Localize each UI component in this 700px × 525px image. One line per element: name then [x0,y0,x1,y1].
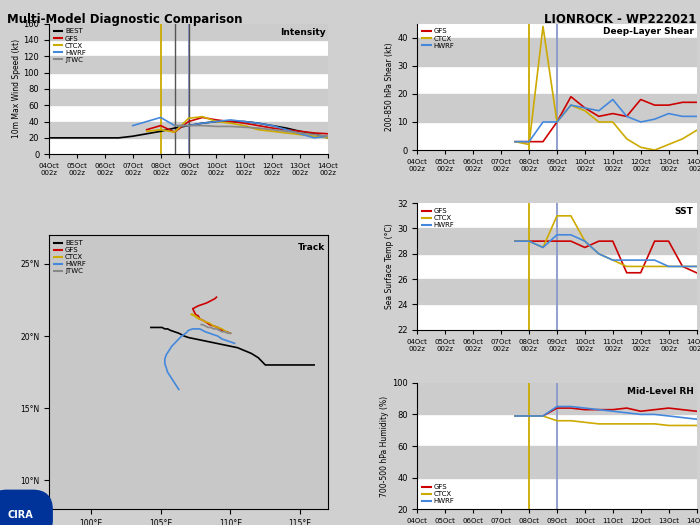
Text: CIRA: CIRA [7,510,33,520]
Bar [49,89,328,105]
Legend: GFS, CTCX, HWRF: GFS, CTCX, HWRF [421,207,456,229]
Bar [417,228,696,254]
Bar [417,446,696,478]
Bar [417,383,696,414]
Text: Deep-Layer Shear: Deep-Layer Shear [603,27,694,36]
Bar [49,56,328,72]
Bar [417,279,696,304]
Bar [417,38,696,66]
Legend: GFS, CTCX, HWRF: GFS, CTCX, HWRF [421,27,456,50]
Bar [417,94,696,122]
Text: Multi-Model Diagnostic Comparison: Multi-Model Diagnostic Comparison [7,13,242,26]
Text: SST: SST [675,207,694,216]
Legend: BEST, GFS, CTCX, HWRF, JTWC: BEST, GFS, CTCX, HWRF, JTWC [52,27,88,64]
Y-axis label: 200-850 hPa Shear (kt): 200-850 hPa Shear (kt) [385,43,394,131]
Y-axis label: 700-500 hPa Humidity (%): 700-500 hPa Humidity (%) [380,395,389,497]
Text: Track: Track [298,243,326,253]
Bar [49,24,328,40]
Bar [49,121,328,138]
Legend: BEST, GFS, CTCX, HWRF, JTWC: BEST, GFS, CTCX, HWRF, JTWC [52,238,88,276]
Y-axis label: 10m Max Wind Speed (kt): 10m Max Wind Speed (kt) [12,39,20,139]
Text: Mid-Level RH: Mid-Level RH [626,386,694,395]
Text: LIONROCK - WP222021: LIONROCK - WP222021 [544,13,696,26]
Legend: GFS, CTCX, HWRF: GFS, CTCX, HWRF [421,483,456,506]
Y-axis label: Sea Surface Temp (°C): Sea Surface Temp (°C) [385,224,394,309]
Text: Intensity: Intensity [280,27,326,37]
